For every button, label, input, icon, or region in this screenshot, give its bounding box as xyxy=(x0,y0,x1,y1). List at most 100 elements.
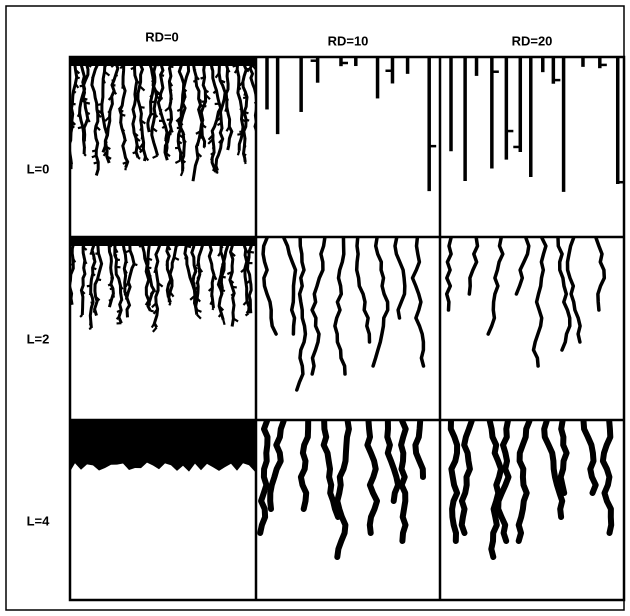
branch xyxy=(244,312,250,317)
dendrite xyxy=(90,58,100,176)
filament xyxy=(495,421,512,544)
filament xyxy=(514,238,531,296)
cell-image xyxy=(444,238,607,368)
dendrite xyxy=(107,238,115,308)
filament xyxy=(467,238,480,296)
filament xyxy=(295,238,308,392)
cell-image xyxy=(265,58,437,192)
filament xyxy=(261,238,278,336)
dendrite xyxy=(191,58,208,182)
filament xyxy=(297,421,312,512)
dendrite xyxy=(146,58,159,133)
cell-image xyxy=(71,421,255,472)
dendrite xyxy=(71,58,79,165)
branch xyxy=(215,171,219,174)
filament xyxy=(565,238,582,344)
filament xyxy=(486,421,504,560)
column-header: RD=20 xyxy=(512,33,553,48)
dendrite xyxy=(224,58,234,151)
filament xyxy=(556,238,572,352)
branch xyxy=(196,313,202,320)
dendrite xyxy=(152,238,162,329)
dendrite xyxy=(124,238,136,301)
branch xyxy=(236,150,241,156)
dendrite xyxy=(164,238,173,298)
simulation-images xyxy=(71,58,623,560)
dendrite xyxy=(194,238,205,315)
filament xyxy=(371,238,390,368)
filament xyxy=(310,238,327,376)
dendrite xyxy=(216,238,230,321)
filament xyxy=(515,421,533,544)
filament xyxy=(580,421,599,496)
dendrite xyxy=(100,58,111,164)
dendrite xyxy=(241,58,249,163)
branch xyxy=(211,307,215,311)
dendrite xyxy=(71,238,76,305)
dendrite xyxy=(147,58,160,157)
branch xyxy=(88,326,92,331)
dendrite xyxy=(113,238,124,324)
filament xyxy=(334,421,352,560)
column-header: RD=10 xyxy=(328,33,369,48)
dendrite xyxy=(136,58,148,162)
row-label: L=4 xyxy=(27,513,51,528)
row-label: L=0 xyxy=(27,161,50,176)
branch xyxy=(202,146,206,149)
dendrite xyxy=(207,238,216,309)
dendrite xyxy=(93,238,104,317)
dendrite xyxy=(176,58,191,161)
branch xyxy=(152,326,158,333)
dendrite xyxy=(191,58,207,148)
cell-image xyxy=(71,58,255,182)
branch xyxy=(222,319,226,326)
filament xyxy=(594,238,607,312)
filament xyxy=(531,238,548,368)
dendrite xyxy=(121,238,132,318)
dendrite xyxy=(101,58,120,153)
cell-image xyxy=(71,238,255,333)
dendrite xyxy=(79,238,87,315)
dendrite xyxy=(145,238,156,312)
dendrite xyxy=(163,58,174,161)
filament xyxy=(282,238,298,336)
dendrite xyxy=(217,238,226,295)
cell-image xyxy=(257,421,426,560)
filament xyxy=(447,421,461,544)
dendrite xyxy=(182,238,199,311)
dense-top xyxy=(71,58,255,66)
dendrite xyxy=(235,58,245,151)
branch xyxy=(83,139,87,143)
dendrite xyxy=(245,238,254,314)
dendrite xyxy=(131,58,140,159)
filament xyxy=(486,238,505,336)
dendrite xyxy=(190,238,199,298)
solid-front xyxy=(71,421,255,472)
filament xyxy=(384,421,402,504)
dendrite xyxy=(88,238,97,329)
filament xyxy=(444,238,453,312)
filament xyxy=(398,421,409,544)
dendrite xyxy=(167,238,179,303)
cell-image xyxy=(449,58,623,192)
filament xyxy=(354,238,372,344)
filament xyxy=(320,421,341,520)
dendrite xyxy=(228,238,237,327)
cell-image xyxy=(261,238,426,392)
dendrite xyxy=(241,238,251,314)
filament xyxy=(393,238,407,320)
filament xyxy=(541,421,566,520)
filament xyxy=(267,421,287,512)
cell-image xyxy=(447,421,615,560)
filament xyxy=(557,421,570,496)
branch xyxy=(137,156,141,160)
dendrite xyxy=(214,58,227,172)
filament xyxy=(333,238,347,376)
filament xyxy=(410,238,426,368)
branch xyxy=(174,159,181,164)
branch xyxy=(179,171,184,177)
dense-top xyxy=(71,238,255,246)
dendrite xyxy=(138,238,151,306)
